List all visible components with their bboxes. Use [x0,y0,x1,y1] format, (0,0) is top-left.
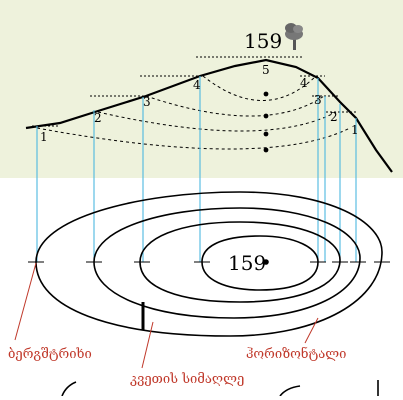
contour-number-peak-5: 5 [262,63,270,77]
contour-number-right-4: 4 [300,76,308,90]
profile-background [0,0,403,178]
cropped-fragments [61,380,379,397]
section-height-label: კვეთის სიმაღლე [130,372,244,387]
contour-line-2 [93,207,361,319]
tree-icon [285,23,303,50]
map-center-elevation: 159 [228,251,266,275]
projection-lines [36,76,357,262]
contour-number-left-3: 3 [143,95,151,109]
contour-line-label: ჰორიზონტალი [246,346,346,362]
contour-map [35,191,383,337]
slope-line-label: ბერგშტრიხი [8,347,92,362]
level-lines [32,56,356,127]
contour-number-left-2: 2 [94,111,102,125]
contour-number-right-3: 3 [314,93,322,107]
leader-lines [14,262,319,369]
section-center-dots [263,91,269,153]
peak-elevation-label: 159 [244,29,282,53]
contour-numbers: 1 2 3 4 5 4 3 2 1 [40,63,359,144]
contour-number-right-2: 2 [330,110,338,124]
contour-number-right-1: 1 [351,123,359,137]
contour-number-left-1: 1 [40,130,48,144]
contour-number-left-4: 4 [193,78,201,92]
map-center-dot [263,259,269,265]
contour-line-3 [139,221,341,303]
contour-line-1 [35,191,383,337]
